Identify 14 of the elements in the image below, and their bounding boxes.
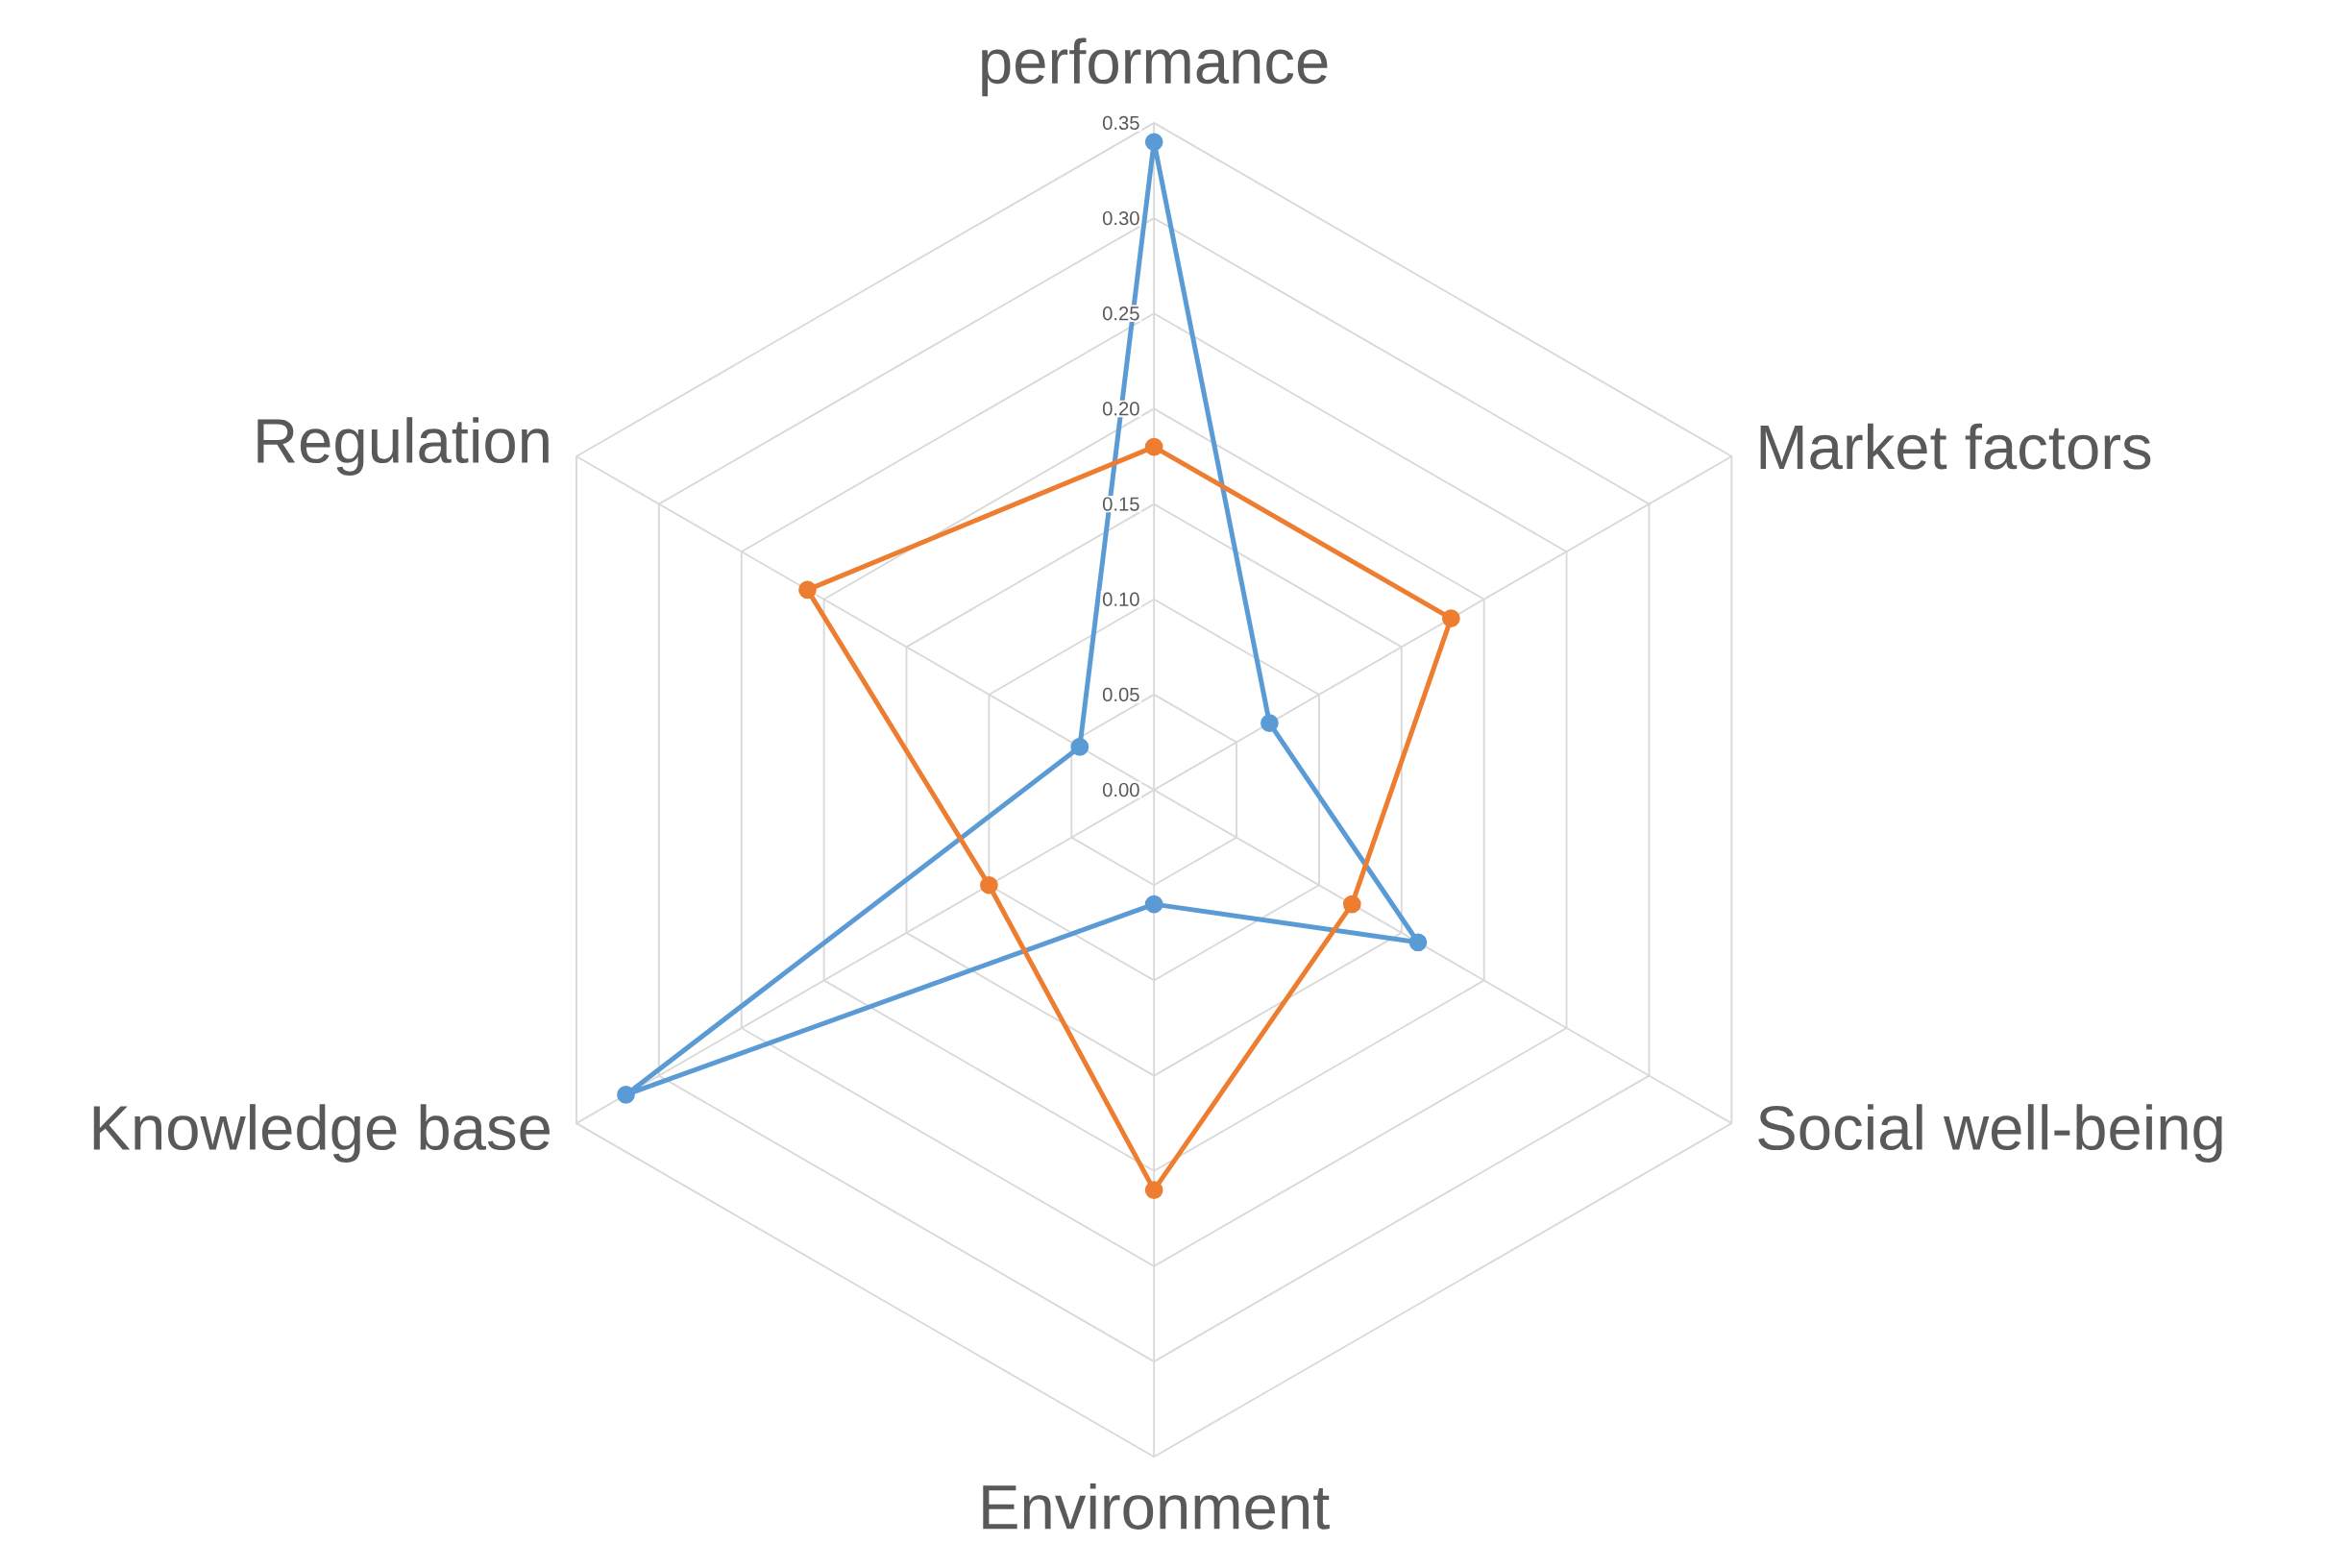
y-tick-label: 0.20: [1102, 402, 1139, 416]
spoke-label: Environment: [983, 1483, 1330, 1531]
y-tick-label: 0.25: [1102, 306, 1139, 321]
y-tick-label: 0.10: [1102, 592, 1139, 607]
y-tick-label: 0.00: [1102, 783, 1139, 797]
y-tick-label: 0.30: [1102, 211, 1139, 226]
spoke-label: Regulation: [257, 417, 549, 477]
spoke-label: Market factors: [1760, 423, 2151, 470]
y-tick-label: 0.15: [1102, 497, 1139, 511]
spoke-label: performance: [982, 37, 1328, 97]
y-tick-label: 0.05: [1102, 687, 1139, 702]
y-tick-label: 0.35: [1102, 115, 1139, 131]
spoke-label: Social well-being: [1758, 1104, 2222, 1164]
spoke-label: Knowledge base: [93, 1104, 551, 1164]
